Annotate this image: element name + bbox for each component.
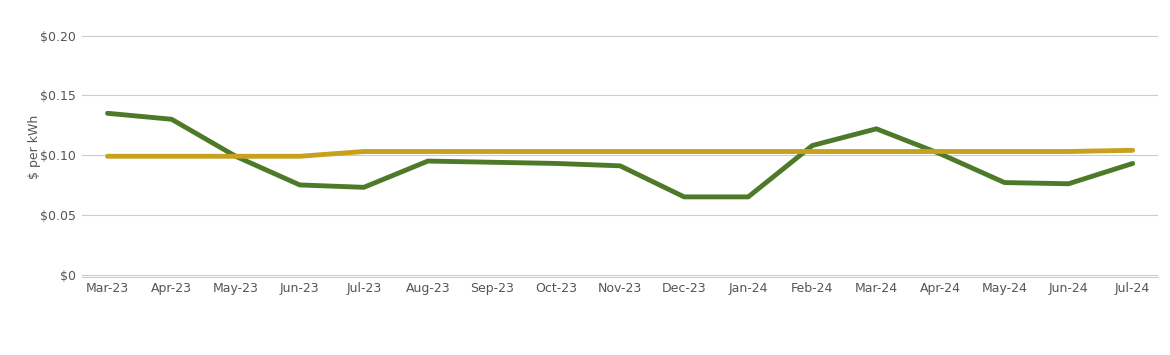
Supply Price [228, 154, 242, 158]
Delivery Service Charge [101, 154, 115, 158]
Y-axis label: $ per kWh: $ per kWh [28, 115, 41, 179]
Delivery Service Charge [292, 154, 307, 158]
Delivery Service Charge [1126, 148, 1140, 152]
Delivery Service Charge [805, 149, 819, 154]
Delivery Service Charge [1061, 149, 1075, 154]
Delivery Service Charge [998, 149, 1012, 154]
Supply Price [1061, 182, 1075, 186]
Delivery Service Charge [549, 149, 563, 154]
Supply Price [101, 111, 115, 115]
Supply Price [484, 160, 498, 164]
Supply Price [1126, 161, 1140, 165]
Delivery Service Charge [357, 149, 371, 154]
Delivery Service Charge [742, 149, 756, 154]
Supply Price [421, 159, 435, 163]
Supply Price [165, 117, 179, 121]
Delivery Service Charge [484, 149, 498, 154]
Supply Price [677, 195, 691, 199]
Supply Price [742, 195, 756, 199]
Supply Price [998, 180, 1012, 185]
Supply Price [869, 127, 883, 131]
Supply Price [613, 164, 627, 168]
Supply Price [292, 183, 307, 187]
Delivery Service Charge [869, 149, 883, 154]
Delivery Service Charge [421, 149, 435, 154]
Supply Price [549, 161, 563, 165]
Line: Supply Price: Supply Price [108, 113, 1133, 197]
Line: Delivery Service Charge: Delivery Service Charge [108, 150, 1133, 156]
Supply Price [805, 143, 819, 148]
Delivery Service Charge [613, 149, 627, 154]
Supply Price [357, 185, 371, 190]
Delivery Service Charge [165, 154, 179, 158]
Delivery Service Charge [228, 154, 242, 158]
Supply Price [934, 152, 948, 156]
Delivery Service Charge [934, 149, 948, 154]
Delivery Service Charge [677, 149, 691, 154]
